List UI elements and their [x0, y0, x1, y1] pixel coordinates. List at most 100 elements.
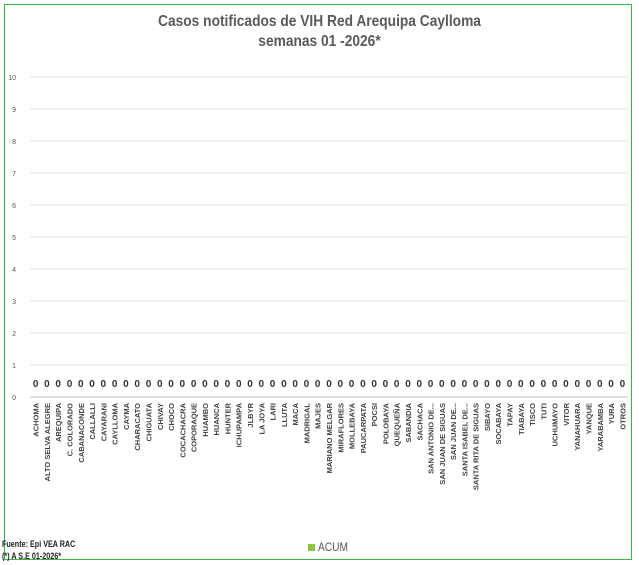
x-tick-label: LLUTA [280, 402, 289, 427]
x-tick-label: MOLLEBAYA [348, 402, 357, 449]
y-tick-label: 5 [12, 235, 16, 242]
gridlines [30, 76, 628, 398]
data-label: 0 [33, 379, 39, 390]
data-label: 0 [202, 379, 208, 390]
x-tick-label: CHARACATO [133, 403, 142, 451]
y-tick-label: 6 [12, 203, 16, 210]
data-label: 0 [518, 379, 524, 390]
x-tick-label: HUNTER [223, 402, 232, 434]
x-tick-label: MARIANO MELGAR [325, 402, 334, 473]
x-tick-label: MIRAFLORES [336, 403, 345, 453]
data-label: 0 [450, 379, 456, 390]
y-tick-label: 9 [12, 107, 16, 114]
x-tick-label: QUEQUEÑA [393, 402, 402, 446]
x-tick-label: SAN ANTONIO DE... [427, 403, 436, 474]
data-label: 0 [101, 379, 107, 390]
data-label: 0 [146, 379, 152, 390]
x-tick-label: CHIGUATA [144, 402, 153, 441]
x-tick-label: SOCABAYA [494, 402, 503, 444]
chart-title: Casos notificados de VIH Red Arequipa Ca… [45, 12, 595, 52]
data-label: 0 [259, 379, 265, 390]
chart-title-line: Casos notificados de VIH Red Arequipa Ca… [158, 13, 481, 30]
x-tick-label: JLBYR [246, 402, 255, 427]
legend-swatch [308, 543, 315, 551]
data-label: 0 [405, 379, 411, 390]
x-tick-labels: ACHOMA ALTO SELVA ALEGRE AREQUIPA C. COLORA… [32, 402, 628, 490]
data-label: 0 [608, 379, 614, 390]
data-label: 0 [78, 379, 84, 390]
x-tick-label: HUANCA [212, 402, 221, 435]
data-label: 0 [123, 379, 129, 390]
data-label: 0 [134, 379, 140, 390]
x-tick-label: ICHUPAMPA [235, 402, 244, 447]
x-tick-label: CAYLLOMA [111, 402, 120, 444]
data-label: 0 [157, 379, 163, 390]
x-tick-label: TUTI [539, 403, 548, 420]
data-label: 0 [44, 379, 50, 390]
y-tick-label: 2 [12, 331, 16, 338]
data-label: 0 [338, 379, 344, 390]
data-label: 0 [552, 379, 558, 390]
chart-frame [4, 4, 632, 560]
data-label: 0 [112, 379, 118, 390]
data-label: 0 [225, 379, 231, 390]
data-label: 0 [507, 379, 513, 390]
x-tick-label: VITOR [562, 402, 571, 425]
x-tick-label: LARI [269, 403, 278, 421]
data-label: 0 [247, 379, 253, 390]
y-tick-label: 10 [8, 75, 16, 82]
legend-label: ACUM [318, 540, 349, 554]
data-label: 0 [597, 379, 603, 390]
x-tick-label: TISCO [528, 403, 537, 426]
x-tick-label: YARABAMBA [596, 402, 605, 451]
x-tick-label: SAN JUAN DE... [449, 403, 458, 460]
y-tick-label: 0 [12, 395, 16, 402]
data-label: 0 [55, 379, 61, 390]
x-tick-label: SABANDIA [404, 402, 413, 442]
data-label: 0 [191, 379, 197, 390]
x-tick-label: TAPAY [506, 403, 515, 427]
data-label: 0 [473, 379, 479, 390]
x-tick-label: HUAMBO [201, 403, 210, 437]
data-label: 0 [371, 379, 377, 390]
data-label: 0 [484, 379, 490, 390]
x-tick-label: MACA [291, 402, 300, 425]
x-tick-label: SAN JUAN DE SIGUAS [438, 403, 447, 485]
x-tick-label: COPORAQUE [190, 403, 199, 452]
x-tick-label: YURA [607, 402, 616, 424]
x-tick-label: POLOBAYA [381, 402, 390, 444]
data-label: 0 [168, 379, 174, 390]
data-label: 0 [315, 379, 321, 390]
y-tick-label: 1 [12, 363, 16, 370]
y-tick-label: 4 [12, 267, 16, 274]
y-tick-label: 3 [12, 299, 16, 306]
data-label: 0 [416, 379, 422, 390]
data-label: 0 [574, 379, 580, 390]
x-tick-label: COCACHACRA [178, 402, 187, 457]
data-label: 0 [428, 379, 434, 390]
data-label: 0 [360, 379, 366, 390]
x-tick-label: SANTA ISABEL DE... [460, 403, 469, 476]
x-tick-label: PAUCARPATA [359, 402, 368, 453]
x-tick-label: AREQUIPA [54, 402, 63, 442]
footnote: (*) A S.E 01-2026* [2, 551, 62, 561]
x-tick-label: C. COLORADO [65, 403, 74, 456]
x-tick-label: CAYMA [122, 402, 131, 429]
x-tick-label: YANQUE [585, 403, 594, 434]
x-tick-label: MADRIGAL [302, 403, 311, 444]
x-tick-label: POCSI [370, 403, 379, 426]
x-tick-label: SIBAYO [483, 403, 492, 431]
x-tick-label: CALLALLI [88, 403, 97, 440]
x-tick-label: SACHACA [415, 402, 424, 440]
y-tick-label: 7 [12, 171, 16, 178]
data-label: 0 [495, 379, 501, 390]
legend: ACUM [308, 540, 353, 554]
data-label: 0 [394, 379, 400, 390]
x-tick-label: SANTA RITA DE SIGUAS [472, 403, 481, 490]
data-label: 0 [563, 379, 569, 390]
x-tick-label: YANAHUARA [573, 402, 582, 450]
data-label: 0 [213, 379, 219, 390]
data-label: 0 [236, 379, 242, 390]
